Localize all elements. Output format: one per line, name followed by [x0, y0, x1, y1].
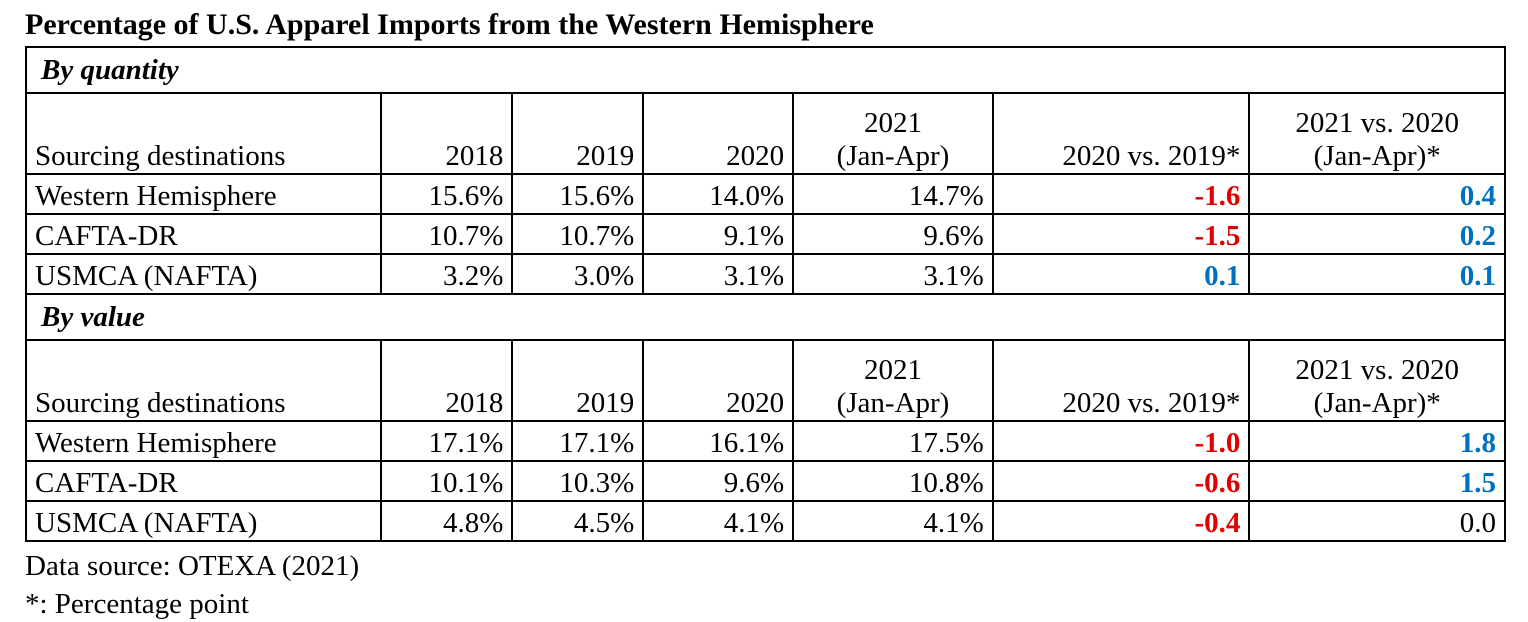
- section-label: By value: [25, 293, 1506, 341]
- table-cell: 17.5%: [792, 420, 994, 462]
- table-cell: 10.1%: [380, 460, 514, 502]
- row-label: USMCA (NAFTA): [24, 253, 383, 295]
- table-cell: 0.0: [1248, 500, 1506, 542]
- row-label: USMCA (NAFTA): [24, 500, 383, 542]
- column-header: 2019: [511, 339, 645, 422]
- table-row: USMCA (NAFTA) 4.8% 4.5% 4.1% 4.1% -0.4 0.0: [24, 500, 1506, 542]
- table-cell: -0.6: [991, 460, 1251, 502]
- table-cell: 15.6%: [511, 173, 645, 215]
- section-label: By quantity: [25, 46, 1506, 94]
- column-header: 2020 vs. 2019*: [991, 339, 1251, 422]
- table-cell: 14.0%: [642, 173, 795, 215]
- column-header: 2021 vs. 2020 (Jan-Apr)*: [1248, 92, 1506, 175]
- table-cell: 9.6%: [642, 460, 795, 502]
- table-cell: 16.1%: [642, 420, 795, 462]
- header-row: Sourcing destinations 2018 2019 2020 2021 (J…: [24, 339, 1506, 422]
- section-row: By quantity: [25, 46, 1506, 94]
- table-cell: 4.8%: [380, 500, 514, 542]
- table-cell: 1.8: [1248, 420, 1506, 462]
- table-cell: 17.1%: [511, 420, 645, 462]
- section-row: By value: [25, 293, 1506, 341]
- column-header: 2021 (Jan-Apr): [792, 92, 994, 175]
- table-cell: 3.0%: [511, 253, 645, 295]
- table-cell: -0.4: [991, 500, 1251, 542]
- column-header: Sourcing destinations: [24, 339, 383, 422]
- table-cell: 9.6%: [792, 213, 994, 255]
- table-cell: 0.4: [1248, 173, 1506, 215]
- table-cell: -1.5: [991, 213, 1251, 255]
- table-cell: -1.6: [991, 173, 1251, 215]
- imports-table: By quantity Sourcing destinations 2018 2019…: [24, 46, 1506, 542]
- row-label: CAFTA-DR: [24, 460, 383, 502]
- column-header: 2021 vs. 2020 (Jan-Apr)*: [1248, 339, 1506, 422]
- table-row: Western Hemisphere 15.6% 15.6% 14.0% 14.7% -1…: [24, 173, 1506, 215]
- table-cell: 3.1%: [792, 253, 994, 295]
- table-cell: 10.3%: [511, 460, 645, 502]
- table-row: USMCA (NAFTA) 3.2% 3.0% 3.1% 3.1% 0.1 0.1: [24, 253, 1506, 295]
- column-header: 2018: [380, 339, 514, 422]
- column-header: Sourcing destinations: [24, 92, 383, 175]
- table-cell: 10.7%: [380, 213, 514, 255]
- table-cell: 14.7%: [792, 173, 994, 215]
- table-cell: -1.0: [991, 420, 1251, 462]
- column-header: 2020: [642, 92, 795, 175]
- table-row: CAFTA-DR 10.7% 10.7% 9.1% 9.6% -1.5 0.2: [24, 213, 1506, 255]
- table-cell: 10.8%: [792, 460, 994, 502]
- table-cell: 3.2%: [380, 253, 514, 295]
- table-cell: 3.1%: [642, 253, 795, 295]
- column-header: 2019: [511, 92, 645, 175]
- table-cell: 0.1: [991, 253, 1251, 295]
- header-row: Sourcing destinations 2018 2019 2020 2021 (J…: [24, 92, 1506, 175]
- table-row: Western Hemisphere 17.1% 17.1% 16.1% 17.5% -1…: [24, 420, 1506, 462]
- column-header: 2020 vs. 2019*: [991, 92, 1251, 175]
- table-cell: 4.1%: [642, 500, 795, 542]
- row-label: Western Hemisphere: [24, 420, 383, 462]
- table-cell: 1.5: [1248, 460, 1506, 502]
- table-cell: 4.5%: [511, 500, 645, 542]
- table-cell: 9.1%: [642, 213, 795, 255]
- row-label: Western Hemisphere: [24, 173, 383, 215]
- row-label: CAFTA-DR: [24, 213, 383, 255]
- table-title: Percentage of U.S. Apparel Imports from …: [25, 8, 874, 41]
- data-source: Data source: OTEXA (2021): [25, 550, 360, 582]
- column-header: 2021 (Jan-Apr): [792, 339, 994, 422]
- table-cell: 10.7%: [511, 213, 645, 255]
- table-cell: 0.1: [1248, 253, 1506, 295]
- table-cell: 0.2: [1248, 213, 1506, 255]
- column-header: 2018: [380, 92, 514, 175]
- table-row: CAFTA-DR 10.1% 10.3% 9.6% 10.8% -0.6 1.5: [24, 460, 1506, 502]
- table-cell: 4.1%: [792, 500, 994, 542]
- table-cell: 17.1%: [380, 420, 514, 462]
- table-cell: 15.6%: [380, 173, 514, 215]
- column-header: 2020: [642, 339, 795, 422]
- footnote: *: Percentage point: [25, 588, 249, 620]
